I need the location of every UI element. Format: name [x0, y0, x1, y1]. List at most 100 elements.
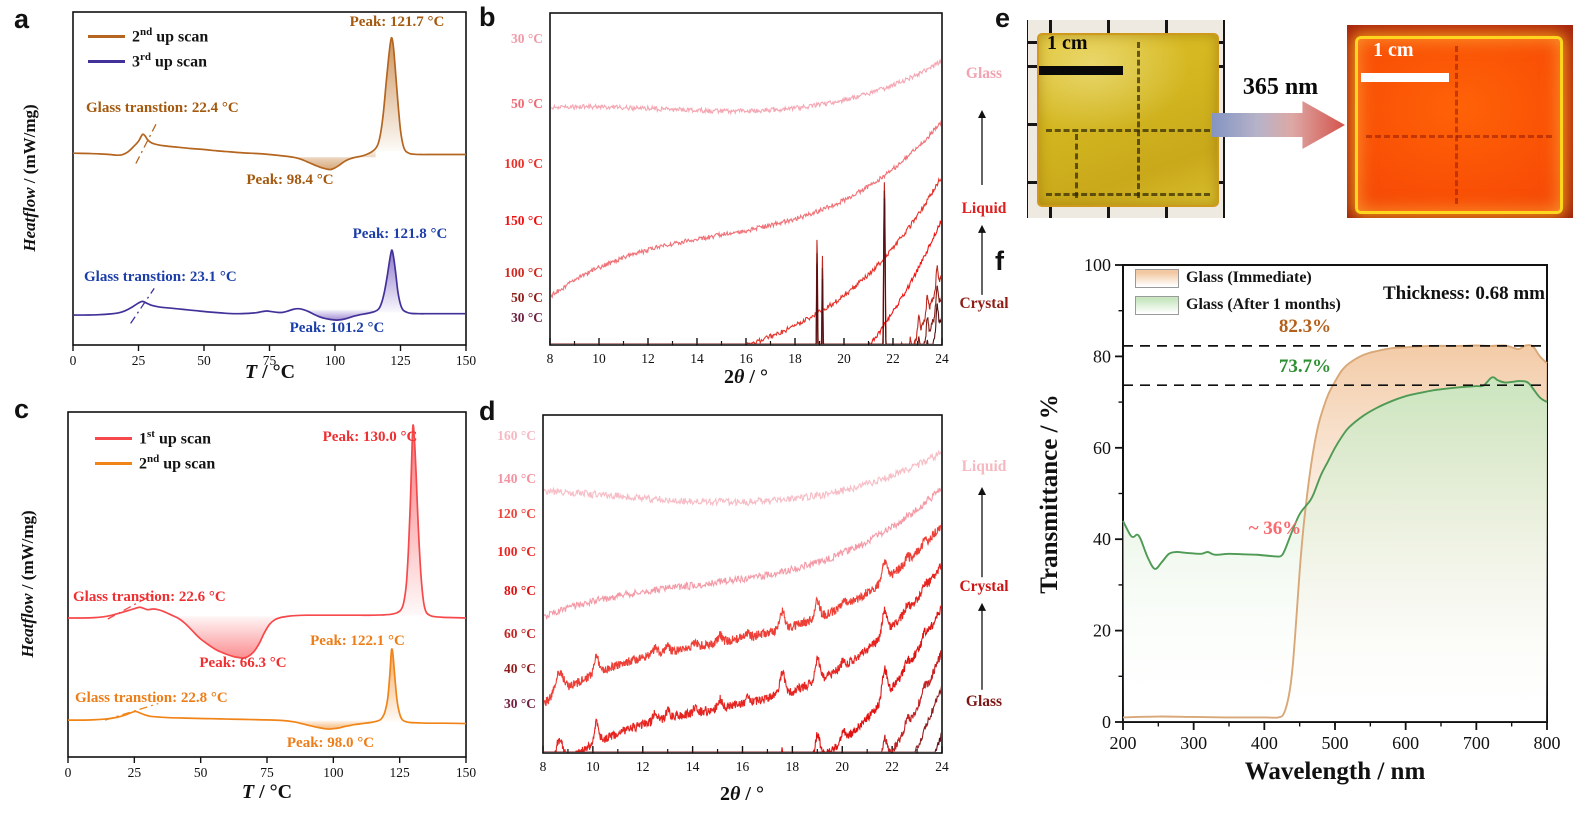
annotation-melt-peak-3rd: Peak: 121.8 °C — [352, 226, 448, 242]
phase-label: Glass — [965, 693, 1003, 710]
x-axis-label-c: T / °C — [241, 781, 293, 803]
annotation-melt-peak-1st: Peak: 130.0 °C — [322, 429, 418, 445]
tick-label: 24 — [935, 759, 949, 774]
annotation-glass-transition-2nd-c: Glass transtion: 22.8 °C — [75, 690, 228, 706]
legend-item: 2nd up scan — [88, 24, 208, 49]
phase-arrow-head — [978, 224, 986, 233]
dsc-dip-fill — [285, 720, 380, 730]
tick-label: 14 — [690, 351, 704, 366]
glass-transition-tangent — [135, 122, 158, 164]
xrd-trace — [551, 58, 941, 116]
grid-dash-line — [1454, 45, 1458, 205]
tick-label: 800 — [1534, 733, 1561, 753]
tick-label: 300 — [1180, 733, 1207, 753]
uv-wavelength-label: 365 nm — [1242, 74, 1319, 100]
temperature-label: 30 °C — [503, 696, 536, 711]
scale-bar-label: 1 cm — [1373, 39, 1414, 61]
tick-label: 16 — [736, 759, 750, 774]
tick-label: 0 — [1102, 712, 1111, 732]
f-legend-label-immediate: Glass (Immediate) — [1186, 269, 1312, 286]
tick-label: 10 — [592, 351, 606, 366]
f-legend-swatch-aged — [1135, 296, 1179, 315]
tick-label: 200 — [1110, 733, 1137, 753]
uv-plateau-annotation: ~ 36% — [1248, 518, 1302, 539]
annotation-cryst-peak-2nd: Peak: 98.4 °C — [246, 172, 334, 188]
phase-arrow-head — [978, 109, 986, 118]
annotation-cryst-peak-2nd-c: Peak: 98.0 °C — [286, 735, 375, 751]
tick-label: 10 — [586, 759, 600, 774]
temperature-label: 60 °C — [503, 626, 536, 641]
annotation-melt-peak-2nd: Peak: 121.7 °C — [349, 14, 445, 30]
legend-line-swatch — [88, 60, 125, 63]
grid-dash-line — [1366, 135, 1552, 139]
annotation-glass-transition-1st: Glass transtion: 22.6 °C — [73, 589, 226, 605]
panel-letter-a: a — [14, 4, 30, 34]
y-axis-label-f: Transmittance / % — [1036, 394, 1063, 594]
legend-label: 2nd up scan — [132, 26, 209, 46]
temperature-label: 100 °C — [504, 265, 543, 280]
temperature-label: 100 °C — [497, 544, 536, 559]
xrd-traces — [544, 449, 941, 752]
f-legend-swatch-immediate — [1135, 269, 1179, 288]
xrd-trace — [551, 177, 941, 344]
scale-bar — [1361, 73, 1449, 82]
annotation-melt-peak-2nd-c: Peak: 122.1 °C — [310, 633, 405, 649]
tick-label: 50 — [197, 353, 211, 368]
phase-label: Liquid — [961, 200, 1007, 217]
tick-label: 125 — [390, 353, 411, 368]
panel-letter-d: d — [479, 396, 496, 426]
y-axis-label-a: Heatflow / (mW/mg) — [20, 104, 39, 252]
tick-label: 18 — [788, 351, 802, 366]
scale-bar — [1039, 66, 1123, 75]
tick-label: 125 — [390, 765, 411, 780]
legend-line-swatch — [95, 462, 132, 465]
phase-label: Liquid — [961, 458, 1007, 475]
temperature-label: 80 °C — [503, 583, 536, 598]
grid-dash-line — [1074, 133, 1078, 199]
tick-label: 400 — [1251, 733, 1278, 753]
grid-dash-line — [1136, 41, 1140, 199]
phase-label: Crystal — [959, 578, 1009, 595]
f-legend-label-aged: Glass (After 1 months) — [1186, 296, 1341, 313]
photo-uv-sample: 1 cm — [1347, 25, 1573, 218]
dsc-peak-fill — [375, 37, 406, 152]
dsc-curve — [67, 424, 467, 659]
y-axis-label-c: Heatflow / (mW/mg) — [18, 510, 37, 658]
dsc-curve — [72, 36, 466, 171]
tick-label: 18 — [786, 759, 800, 774]
panel-c-legend: 1st up scan 2nd up scan — [95, 426, 215, 476]
tick-label: 0 — [65, 765, 72, 780]
plateau-annotation-immediate: 82.3% — [1278, 316, 1332, 337]
tick-label: 22 — [885, 759, 899, 774]
panel-letter-c: c — [14, 394, 30, 424]
uv-arrow-icon — [1212, 101, 1345, 149]
phase-arrow-head — [978, 602, 986, 611]
tick-label: 600 — [1392, 733, 1419, 753]
xrd-trace — [551, 119, 941, 299]
dsc-peak-fill — [379, 648, 407, 722]
x-axis-label-d: 2θ / ° — [720, 783, 764, 805]
phase-arrow-head — [978, 486, 986, 495]
tick-label: 8 — [547, 351, 554, 366]
annotation-glass-transition-3rd: Glass transtion: 23.1 °C — [84, 269, 237, 285]
temperature-label: 50 °C — [510, 96, 543, 111]
scale-bar-label: 1 cm — [1047, 32, 1088, 54]
glass-sample-uv — [1355, 36, 1563, 214]
tick-label: 12 — [636, 759, 650, 774]
tick-label: 8 — [540, 759, 547, 774]
panel-letter-f: f — [995, 246, 1004, 276]
photo-daylight-sample: 1 cm — [1027, 20, 1225, 218]
xrd-trace — [544, 486, 941, 620]
legend-line-swatch — [95, 437, 132, 440]
dsc-peak-fill — [397, 424, 431, 616]
x-axis-label-b: 2θ / ° — [724, 366, 768, 388]
panel-a-legend: 2nd up scan 3rd up scan — [88, 24, 208, 74]
xrd-trace — [544, 524, 941, 707]
glass-sample-daylight — [1037, 33, 1219, 207]
tick-label: 80 — [1093, 346, 1111, 366]
annotation-cryst-peak-3rd: Peak: 101.2 °C — [289, 320, 385, 336]
temperature-label: 140 °C — [497, 471, 536, 486]
xrd-traces — [551, 58, 941, 344]
